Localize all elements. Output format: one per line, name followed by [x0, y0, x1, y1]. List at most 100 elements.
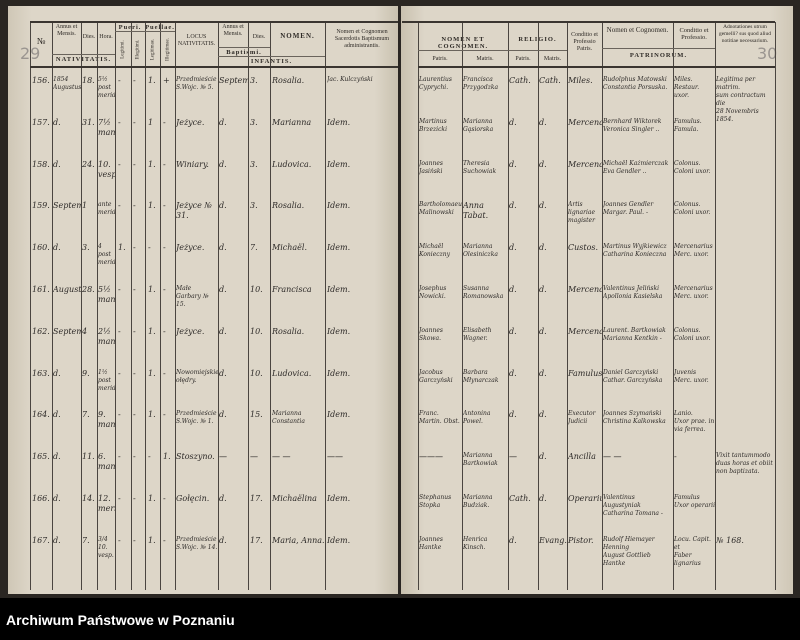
left-row-7-hora: 1½ post merid.	[98, 368, 115, 392]
left-row-9-pl: -	[118, 452, 121, 462]
left-row-2-dies-b: 3.	[250, 159, 258, 169]
right-row-6-mater: Elisabeth Wagner.	[463, 326, 494, 342]
column-rule	[175, 22, 176, 590]
left-row-5-mensis-b: d.	[219, 285, 227, 294]
left-row-9-sacerdos: ——	[327, 452, 343, 462]
right-row-9-pcond: -	[674, 452, 677, 462]
left-row-3-locus: Jeżyce № 31.	[176, 201, 215, 221]
left-row-0-locus: Przedmieście S.Wojc. № 5.	[176, 76, 217, 91]
pueri-legitimi-header: Legitimi.	[120, 40, 126, 59]
left-row-9-nomen: — —	[272, 452, 291, 462]
right-row-5-pater: Josephus Nowicki.	[419, 285, 449, 300]
left-row-10-sacerdos: Idem.	[327, 494, 351, 503]
right-row-7-pcond: Juvenis Merc. uxor.	[674, 368, 709, 384]
left-row-8-dies-b: 15.	[250, 410, 263, 420]
right-row-5-patrini: Valentinus Jeliński Apollonia Kasielska	[603, 285, 663, 300]
left-row-2-mensis-b: d.	[219, 159, 227, 169]
left-row-4-nr: 160.	[32, 243, 50, 253]
right-row-3-cond: Artis lignariae magister	[568, 201, 597, 225]
left-row-4-fl: -	[148, 243, 151, 253]
left-row-0-mensis-b: Septembris	[219, 76, 248, 85]
left-row-8-hora: 9. mane	[98, 410, 115, 430]
right-row-4-mater: Marianna Olesiniczka	[463, 243, 498, 259]
right-row-1-mater: Marianna Gąsiorska	[463, 117, 495, 133]
right-row-0-rp: Cath.	[509, 76, 531, 85]
left-row-7-pi: -	[133, 368, 136, 378]
right-row-7-rm: d.	[539, 368, 547, 378]
left-row-1-mensis-b: d.	[219, 117, 227, 127]
right-row-11-pcond: Locu. Capit. et Faber lignarius	[674, 535, 711, 567]
left-row-7-sacerdos: Idem.	[327, 368, 351, 378]
header-sub-rule	[418, 50, 567, 51]
left-row-9-mensis-b: —	[219, 452, 227, 462]
left-row-2-pi: -	[133, 159, 136, 169]
left-row-3-pi: -	[133, 201, 136, 211]
column-rule	[248, 22, 249, 590]
left-row-0-fl: 1.	[148, 76, 156, 85]
left-row-8-nomen: Marianna Constantia	[272, 410, 305, 426]
left-row-10-nomen: Michaëlina	[272, 494, 317, 503]
nomen-cognomen-header: NOMEN ET COGNOMEN.	[438, 36, 487, 50]
left-row-1-pi: -	[133, 117, 136, 127]
right-row-2-pcond: Colonus. Coloni uxor.	[674, 159, 711, 175]
left-row-6-hora: 2½ mane	[98, 326, 115, 346]
left-row-1-mensis: d.	[53, 117, 61, 127]
right-row-10-pater: Stephanus Stopka	[419, 494, 454, 509]
left-row-9-hora: 6. mane	[98, 452, 115, 472]
left-row-3-fi: -	[163, 201, 166, 211]
right-row-0-pater: Laurentius Cyprychi.	[419, 76, 454, 91]
right-row-9-rp: —	[509, 452, 517, 462]
right-row-11-rp: d.	[509, 535, 517, 545]
religio-header: RELIGIO.	[508, 36, 567, 43]
left-row-5-locus: Małe Garbary № 15.	[176, 285, 211, 308]
left-register-page	[8, 6, 398, 594]
left-row-6-locus: Jeżyce.	[176, 326, 205, 336]
left-row-5-pl: -	[118, 285, 121, 294]
header-sub-rule	[218, 47, 270, 48]
left-row-11-dies-b: 17.	[250, 535, 263, 545]
right-row-5-rp: d.	[509, 285, 517, 294]
left-row-4-locus: Jeżyce.	[176, 243, 205, 253]
left-row-0-mensis: 1854 Augustus	[53, 76, 81, 91]
right-row-7-mater: Barbara Młynarczak	[463, 368, 499, 384]
right-row-11-cond: Pistor.	[568, 535, 594, 545]
right-row-9-adnot: Vixit tantummodo duas horas et obiit non…	[716, 452, 773, 476]
right-row-0-cond: Miles.	[568, 76, 593, 85]
left-row-5-fi: -	[163, 285, 166, 294]
left-row-1-dies: 31.	[82, 117, 95, 127]
right-row-2-rm: d.	[539, 159, 547, 169]
left-row-0-pi: -	[133, 76, 136, 85]
left-row-0-fi: +	[163, 76, 170, 85]
column-rule	[218, 22, 219, 590]
right-row-9-pater: ———	[419, 452, 443, 462]
right-row-4-cond: Custos.	[568, 243, 599, 253]
right-row-2-pater: Joannes Jasiński	[419, 159, 445, 175]
right-row-10-cond: Operarius	[568, 494, 602, 503]
sacerdos-header: Nomen et Cognomen Sacerdotis Baptismum a…	[334, 29, 390, 49]
left-row-6-mensis-b: d.	[219, 326, 227, 336]
right-row-8-pcond: Lanio. Uxor prae. in via ferrea.	[674, 410, 715, 434]
right-row-10-mater: Marianna Budziak.	[463, 494, 495, 509]
left-row-11-pl: -	[118, 535, 121, 545]
right-row-9-cond: Ancilla	[568, 452, 596, 462]
left-row-3-dies: 1	[82, 201, 88, 211]
right-row-4-patrini: Martinus Wyjkiewicz Catharina Konieczna	[603, 243, 667, 259]
right-row-0-pcond: Miles. Restaur. uxor.	[674, 76, 700, 99]
right-row-0-rm: Cath.	[539, 76, 561, 85]
left-row-1-hora: 7½ mane	[98, 117, 115, 137]
left-row-3-mensis-b: d.	[219, 201, 227, 211]
left-row-3-sacerdos: Idem.	[327, 201, 351, 211]
puellae-legitimae-header: Legitimae.	[150, 38, 156, 61]
left-row-5-pi: -	[133, 285, 136, 294]
religio-matris-header: Matris.	[543, 56, 562, 62]
right-register-page	[401, 6, 793, 594]
left-row-8-pl: -	[118, 410, 121, 420]
header-sub-rule	[218, 56, 325, 57]
left-row-10-pl: -	[118, 494, 121, 503]
right-row-0-adnot: Legitima per matrim. sum contractum die …	[716, 76, 766, 123]
left-row-1-fi: -	[163, 117, 166, 127]
right-row-7-patrini: Daniel Garczyński Cathar. Garczyńska	[603, 368, 663, 384]
left-row-3-fl: 1.	[148, 201, 156, 211]
left-row-6-nomen: Rosalia.	[272, 326, 305, 336]
right-row-2-rp: d.	[509, 159, 517, 169]
